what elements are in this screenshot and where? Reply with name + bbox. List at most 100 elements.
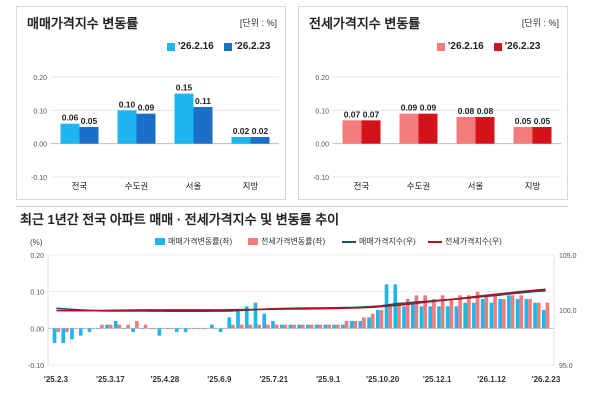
trend-sale-rate-bar [288,324,293,329]
trend-sale-rate-bar [166,328,170,329]
trend-jeonse-rate-bar [405,299,410,329]
trend-xtick-label: '26.1.12 [477,375,506,384]
trend-ytick-left: 0.00 [30,326,44,333]
trend-sale-rate-bar [271,321,275,329]
sale-value-label: 0.15 [176,83,193,93]
trend-sale-rate-bar [61,328,66,343]
trend-jeonse-rate-bar [231,324,235,329]
trend-jeonse-rate-bar [397,302,401,329]
trend-jeonse-rate-bar [545,302,550,329]
jeonse-bar [532,127,552,144]
trend-jeonse-rate-bar [187,328,192,329]
jeonse-category-label: 수도권 [407,181,430,191]
sale-category-label: 수도권 [125,181,148,191]
trend-legend-sale-rate: 매매가격변동률(좌) [155,236,232,247]
trend-sale-rate-bar [140,328,144,329]
trend-sale-rate-bar [384,284,389,329]
trend-jeonse-rate-bar [65,328,69,332]
jeonse-value-label: 0.09 [401,103,418,113]
trend-jeonse-rate-bar [178,328,183,329]
trend-sale-rate-bar [402,306,406,329]
trend-xtick-label: '26.2.23 [532,375,561,384]
sale-bar [79,127,99,144]
trend-jeonse-rate-bar [257,324,261,329]
trend-sale-rate-bar [480,299,485,329]
jeonse-rate-legend: '26.2.16 '26.2.23 [437,41,541,52]
trend-jeonse-rate-bar [100,324,104,329]
sale-value-label: 0.09 [138,103,155,113]
trend-ytick-right: 100.0 [559,308,577,315]
trend-jeonse-index-line [56,288,546,312]
sale-rate-legend: '26.2.16 '26.2.23 [167,41,271,52]
trend-sale-rate-bar [70,328,74,340]
trend-jeonse-rate-bar [344,321,349,329]
trend-jeonse-rate-bar [301,324,305,329]
trend-sale-rate-bar [428,306,433,329]
trend-jeonse-rate-bar [169,328,174,329]
trend-sale-rate-bar [244,306,249,329]
trend-sale-rate-bar [515,299,520,329]
trend-sale-rate-bar [463,302,467,329]
trend-legend-jeonse-rate: 전세가격변동률(좌) [248,236,325,247]
trend-legend-sale-index: 매매가격지수(우) [342,236,416,247]
trend-jeonse-rate-bar [458,295,462,329]
sale-value-label: 0.10 [119,99,136,109]
trend-sale-rate-bar [541,310,546,329]
jeonse-rate-legend-item-2: '26.2.23 [493,41,541,52]
trend-jeonse-rate-bar [292,324,296,329]
trend-jeonse-rate-bar [493,295,497,329]
jeonse-rate-unit: [단위 : %] [521,18,559,28]
trend-sale-rate-bar [218,328,223,332]
sale-rate-legend-item-2: '26.2.23 [223,41,271,52]
jeonse-value-label: 0.05 [534,116,551,126]
trend-xtick-label: '25.4.28 [151,375,180,384]
sale-bar [250,137,270,144]
trend-jeonse-rate-bar [126,324,130,329]
trend-legend-jeonse-index: 전세가격지수(우) [428,236,502,247]
sale-rate-legend-item-1: '26.2.16 [167,41,214,52]
jeonse-value-label: 0.09 [420,103,437,113]
jeonse-bar [361,120,381,144]
sale-value-label: 0.05 [81,116,98,126]
trend-sale-rate-bar [236,310,240,329]
trend-jeonse-rate-bar [335,324,340,329]
sale-bar [117,110,137,144]
trend-jeonse-rate-bar [143,324,148,329]
trend-ytick-left: 0.20 [30,253,44,260]
trend-xtick-label: '25.10.20 [366,375,400,384]
trend-jeonse-rate-bar [204,328,209,329]
trend-jeonse-rate-bar [117,324,122,329]
sale-category-label: 서울 [186,181,202,191]
jeonse-category-label: 서울 [468,181,484,191]
sale-bar [231,137,251,144]
trend-sale-rate-bar [297,324,301,329]
jeonse-ytick-label: 0.20 [315,75,329,82]
jeonse-value-label: 0.08 [477,106,494,116]
trend-sale-rate-bar [175,328,179,332]
sale-rate-unit: [단위 : %] [239,18,277,28]
trend-sale-rate-bar [227,317,232,329]
sale-value-label: 0.02 [233,126,250,136]
trend-sale-rate-bar [419,306,424,329]
trend-sale-rate-bar [489,302,494,329]
jeonse-value-label: 0.07 [363,109,380,119]
trend-sale-rate-bar [183,328,188,332]
trend-jeonse-rate-bar [56,328,61,332]
trend-jeonse-rate-bar [266,324,270,329]
trend-sale-rate-bar [349,321,354,329]
trend-jeonse-rate-bar [432,299,436,329]
trend-sale-rate-bar [131,328,135,332]
trend-jeonse-rate-bar [274,324,279,329]
trend-jeonse-rate-bar [388,306,393,329]
trend-xtick-label: '25.7.21 [259,375,288,384]
trend-sale-rate-bar [367,317,371,329]
sale-value-label: 0.11 [195,96,211,106]
trend-xtick-label: '25.12.1 [423,375,452,384]
trend-sale-rate-bar [454,306,459,329]
trend-jeonse-rate-bar [283,324,288,329]
trend-xtick-label: '25.3.17 [96,375,125,384]
sale-category-label: 지방 [243,181,259,191]
trend-sale-rate-bar [437,306,441,329]
trend-jeonse-rate-bar [379,310,384,329]
